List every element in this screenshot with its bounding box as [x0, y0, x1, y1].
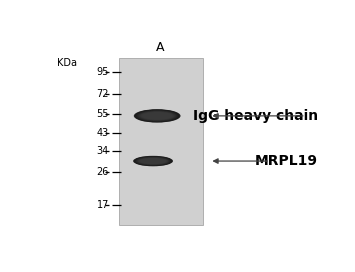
Ellipse shape — [141, 112, 174, 120]
Ellipse shape — [137, 157, 169, 165]
Ellipse shape — [135, 156, 172, 166]
Text: IgG heavy chain: IgG heavy chain — [193, 109, 318, 123]
Text: 72: 72 — [97, 89, 109, 99]
Text: 43: 43 — [97, 128, 109, 138]
Text: 34: 34 — [97, 146, 109, 156]
Ellipse shape — [133, 156, 173, 166]
Ellipse shape — [142, 112, 173, 120]
Text: KDa: KDa — [57, 58, 77, 68]
Text: 17: 17 — [97, 200, 109, 210]
Ellipse shape — [134, 156, 172, 166]
Text: MRPL19: MRPL19 — [255, 154, 318, 168]
Bar — [119, 58, 203, 225]
Text: 26: 26 — [97, 167, 109, 177]
Text: 55: 55 — [97, 109, 109, 119]
Ellipse shape — [136, 110, 178, 122]
Ellipse shape — [135, 156, 171, 166]
Ellipse shape — [138, 157, 168, 165]
Ellipse shape — [139, 158, 167, 164]
Ellipse shape — [138, 111, 177, 121]
Ellipse shape — [139, 111, 175, 120]
Ellipse shape — [136, 157, 170, 165]
Ellipse shape — [134, 109, 181, 123]
Ellipse shape — [135, 109, 180, 122]
Text: 95: 95 — [97, 67, 109, 78]
Ellipse shape — [141, 158, 166, 164]
Ellipse shape — [135, 110, 179, 122]
Text: A: A — [156, 41, 164, 54]
Ellipse shape — [142, 112, 172, 119]
Ellipse shape — [140, 158, 166, 164]
Ellipse shape — [138, 111, 176, 121]
Ellipse shape — [136, 157, 170, 165]
Ellipse shape — [137, 110, 178, 122]
Ellipse shape — [138, 157, 168, 165]
Ellipse shape — [140, 112, 174, 120]
